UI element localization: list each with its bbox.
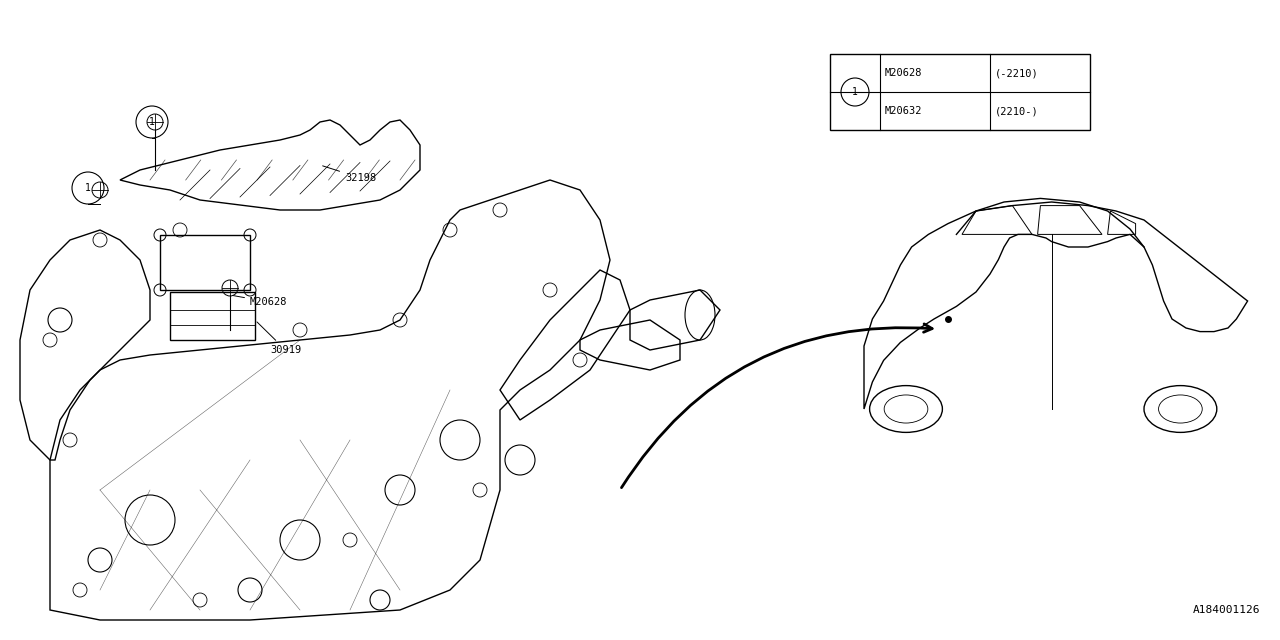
Text: 1: 1: [84, 183, 91, 193]
Text: (2210-): (2210-): [995, 106, 1039, 116]
Text: 32198: 32198: [323, 166, 376, 183]
Text: M20632: M20632: [884, 106, 923, 116]
Text: A184001126: A184001126: [1193, 605, 1260, 615]
Text: 30919: 30919: [257, 322, 301, 355]
Text: (-2210): (-2210): [995, 68, 1039, 78]
Text: M20628: M20628: [233, 296, 288, 307]
Text: 1: 1: [852, 87, 858, 97]
Text: 1: 1: [148, 117, 155, 127]
Text: M20628: M20628: [884, 68, 923, 78]
